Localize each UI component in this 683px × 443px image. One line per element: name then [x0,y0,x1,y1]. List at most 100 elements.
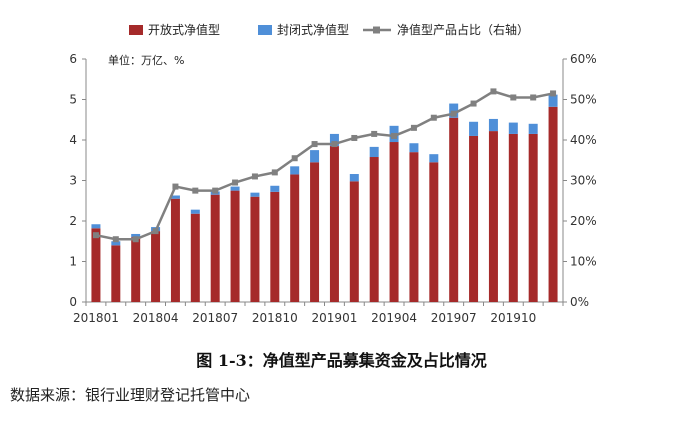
ratio-point-201802 [112,236,119,243]
bar-open-201908 [469,135,479,302]
right-tick-label: 50% [570,93,597,107]
bar-open-201906 [429,162,439,302]
left-tick-label: 4 [69,133,77,147]
x-axis-ticks: 201801 201804 201807 201810 201901 201904 2019… [73,302,564,325]
bar-closed-201907 [449,103,459,118]
bar-closed-201911 [528,123,538,134]
bar-closed-201908 [469,121,479,136]
bar-closed-201901 [329,133,339,147]
ratio-point-201904 [391,132,398,139]
bar-open-201808 [230,190,240,302]
ratio-point-201905 [410,124,417,131]
bar-open-201904 [389,142,399,302]
bar-open-201905 [409,152,419,302]
ratio-point-201910 [510,94,517,101]
bar-open-201806 [190,213,200,302]
figure-caption: 图 1-3：净值型产品募集资金及占比情况 [196,351,487,370]
ratio-point-201907 [450,110,457,117]
ratio-point-201806 [192,187,199,194]
legend-label-closed: 封闭式净值型 [277,22,349,37]
ratio-line-series [92,88,557,243]
ratio-point-201812 [311,141,318,148]
left-tick-label: 2 [69,214,77,228]
unit-label: 单位：万亿、% [108,53,184,67]
bar-closed-201806 [190,209,200,214]
bar-open-201901 [329,146,339,302]
x-tick-label: 201801 [73,311,119,325]
bar-open-201911 [528,133,538,302]
bar-open-201910 [508,133,518,302]
ratio-point-201805 [172,183,179,190]
ratio-point-201912 [550,90,557,97]
left-tick-label: 5 [69,93,77,107]
legend-label-open: 开放式净值型 [148,22,220,37]
bar-closed-201809 [250,192,260,197]
bar-open-201803 [131,237,141,302]
chart: 开放式净值型 封闭式净值型 净值型产品占比（右轴） 单位：万亿、% 0 1 2 3 4 5… [69,22,597,325]
bar-open-201902 [349,181,359,302]
bar-closed-201805 [170,195,180,199]
legend-swatch-closed [258,25,272,35]
bar-closed-201811 [290,166,300,175]
left-axis-ticks: 0 1 2 3 4 5 6 [69,52,86,309]
left-tick-label: 3 [69,174,77,188]
x-tick-label: 201910 [490,311,536,325]
left-tick-label: 6 [69,52,77,66]
bars [91,94,558,302]
bar-open-201809 [250,196,260,302]
right-tick-label: 30% [570,174,597,188]
right-tick-label: 10% [570,255,597,269]
ratio-point-201809 [251,173,258,180]
bar-closed-201810 [270,185,280,192]
bar-closed-201912 [548,94,558,107]
x-tick-label: 201907 [431,311,477,325]
bar-open-201912 [548,106,558,302]
bar-open-201812 [310,162,320,302]
right-tick-label: 60% [570,52,597,66]
ratio-point-201801 [92,232,99,239]
bar-closed-201903 [369,146,379,158]
bar-closed-201910 [508,122,518,134]
ratio-point-201911 [530,94,537,101]
bar-open-201802 [111,245,121,302]
right-tick-label: 20% [570,214,597,228]
x-tick-label: 201901 [312,311,358,325]
left-tick-label: 1 [69,255,77,269]
ratio-point-201810 [271,169,278,176]
bar-open-201903 [369,157,379,302]
ratio-point-201902 [351,134,358,141]
bar-open-201801 [91,228,101,302]
bar-closed-201803 [131,233,141,238]
ratio-point-201808 [232,179,239,186]
bar-closed-201909 [488,118,498,132]
bar-open-201805 [170,198,180,302]
ratio-point-201909 [490,88,497,95]
bar-open-201811 [290,174,300,302]
ratio-point-201811 [291,155,298,162]
bar-closed-201801 [91,224,101,229]
legend-swatch-open [129,25,143,35]
bar-closed-201802 [111,241,121,246]
ratio-point-201803 [132,236,139,243]
ratio-point-201807 [212,187,219,194]
ratio-point-201903 [371,130,378,137]
data-source: 数据来源：银行业理财登记托管中心 [10,386,251,404]
bar-closed-201808 [230,186,240,191]
ratio-point-201901 [331,141,338,148]
left-tick-label: 0 [69,295,77,309]
bar-open-201907 [449,117,459,302]
right-tick-label: 40% [570,133,597,147]
x-tick-label: 201807 [192,311,238,325]
bar-open-201909 [488,131,498,302]
ratio-line [95,90,554,241]
bar-open-201807 [210,194,220,302]
bar-closed-201906 [429,154,439,163]
ratio-point-201906 [430,114,437,121]
legend-marker-ratio [373,26,380,34]
legend-label-ratio: 净值型产品占比（右轴） [397,22,529,37]
bar-closed-201905 [409,143,419,153]
bar-open-201810 [270,191,280,302]
bar-closed-201902 [349,174,359,182]
x-tick-label: 201904 [371,311,417,325]
right-tick-label: 0% [570,295,589,309]
